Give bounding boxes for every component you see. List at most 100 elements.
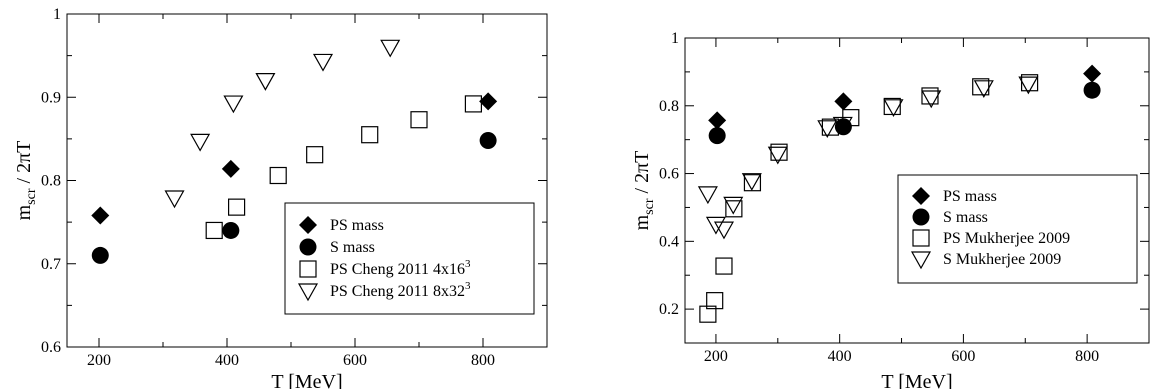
data-point <box>255 72 276 91</box>
data-point <box>361 126 379 144</box>
data-point <box>221 159 240 178</box>
data-point <box>190 133 211 152</box>
y-axis-label-main: m <box>631 214 653 230</box>
y-tick-label: 0.9 <box>41 89 61 106</box>
data-point <box>832 116 853 135</box>
legend-label: PS mass <box>943 188 997 205</box>
y-tick-label: 0.6 <box>659 166 679 183</box>
x-axis-label: T [MeV] <box>271 371 342 389</box>
legend-label: S Mukherjee 2009 <box>943 251 1061 268</box>
data-point <box>715 257 733 275</box>
chart-panel-1: 200 400 600 800 0.6 0.7 0.8 0.9 1 T [MeV] mscr / 2… <box>13 6 548 389</box>
y-axis-label: mscr / 2πT <box>13 141 39 221</box>
legend-label: PS mass <box>330 217 384 234</box>
series-2 <box>91 132 497 264</box>
plot-frame <box>684 37 1150 344</box>
series-1 <box>708 64 1102 130</box>
legend-marker <box>299 216 317 234</box>
data-point <box>1083 81 1101 99</box>
data-point <box>723 196 744 215</box>
series-1 <box>91 92 498 225</box>
data-point <box>973 80 994 99</box>
data-point <box>921 90 942 109</box>
data-point <box>725 200 743 218</box>
x-tick-label: 600 <box>951 348 975 365</box>
legend-label-text: PS mass <box>330 217 384 234</box>
y-tick-label: 0.8 <box>659 98 679 115</box>
y-axis-label-rest: / 2πT <box>13 141 35 189</box>
x-tick-label: 400 <box>828 348 852 365</box>
data-point <box>306 146 324 164</box>
data-point <box>223 95 244 114</box>
legend-label-text: PS Mukherjee 2009 <box>943 230 1070 247</box>
data-point <box>479 132 497 150</box>
x-tick-label: 200 <box>87 352 111 369</box>
x-tick-label: 400 <box>215 352 239 369</box>
y-tick-label: 0.4 <box>659 233 679 250</box>
series-4 <box>697 76 1039 240</box>
y-axis-label-main: m <box>13 204 35 220</box>
data-point <box>706 292 724 310</box>
chart-panel-2: 200 400 600 800 0.2 0.4 0.6 0.8 1 T [MeV] mscr / 2… <box>631 30 1150 389</box>
legend: PS mass S mass PS Mukherjee 2009 S Mukherje… <box>897 174 1138 284</box>
y-tick-label: 1 <box>671 30 679 47</box>
y-tick-label: 0.6 <box>41 339 61 356</box>
legend-label-sup: 3 <box>465 258 471 270</box>
y-tick-label: 1 <box>53 6 61 23</box>
series-4 <box>164 39 401 209</box>
y-tick-label: 0.8 <box>41 173 61 190</box>
series-3 <box>205 95 482 240</box>
y-axis-label-sub: scr <box>642 198 657 215</box>
x-tick-label: 200 <box>704 348 728 365</box>
data-point <box>1083 64 1102 83</box>
legend-label: PS Cheng 2011 8x323 <box>330 280 471 300</box>
legend-marker <box>912 229 930 247</box>
legend-box <box>284 202 535 315</box>
data-point <box>699 305 717 323</box>
y-axis-label-rest: / 2πT <box>631 151 653 199</box>
legend-label-text: PS Cheng 2011 4x16 <box>330 261 465 278</box>
legend-label: S mass <box>943 209 988 226</box>
legend-label-text: PS mass <box>943 188 997 205</box>
data-point <box>883 97 901 116</box>
x-tick-label: 600 <box>343 352 367 369</box>
series-2 <box>708 81 1101 145</box>
legend-label-text: S mass <box>943 209 988 226</box>
y-axis-label: mscr / 2πT <box>631 151 657 231</box>
legend-marker <box>299 260 317 278</box>
y-tick-label: 0.7 <box>41 256 61 273</box>
legend-label: PS Mukherjee 2009 <box>943 230 1070 247</box>
data-point <box>713 221 735 240</box>
x-tick-label: 800 <box>471 352 495 369</box>
legend-label-text: PS Cheng 2011 8x32 <box>330 283 465 300</box>
data-point <box>91 206 110 225</box>
x-tick-label: 800 <box>1075 348 1099 365</box>
legend-marker <box>912 187 930 205</box>
data-point <box>883 99 904 118</box>
data-point <box>410 111 428 129</box>
data-point <box>834 92 853 111</box>
data-point <box>312 53 334 72</box>
legend-marker <box>297 283 319 302</box>
x-axis-label: T [MeV] <box>881 371 952 389</box>
legend-marker <box>912 208 930 226</box>
data-point <box>479 92 498 111</box>
data-point <box>743 174 762 192</box>
data-point <box>741 173 762 191</box>
data-point <box>697 186 718 205</box>
data-point <box>164 190 185 209</box>
data-point <box>464 95 482 113</box>
legend-label-sup: 3 <box>465 280 471 292</box>
data-point <box>708 111 727 130</box>
data-point <box>1018 76 1039 95</box>
data-point <box>767 146 788 165</box>
data-point <box>91 246 109 264</box>
legend-marker <box>299 238 317 256</box>
data-point <box>705 216 726 235</box>
y-axis-label-sub: scr <box>24 188 39 205</box>
legend-label: S mass <box>330 239 375 256</box>
data-point <box>817 120 838 139</box>
legend-label-text: S Mukherjee 2009 <box>943 251 1061 268</box>
